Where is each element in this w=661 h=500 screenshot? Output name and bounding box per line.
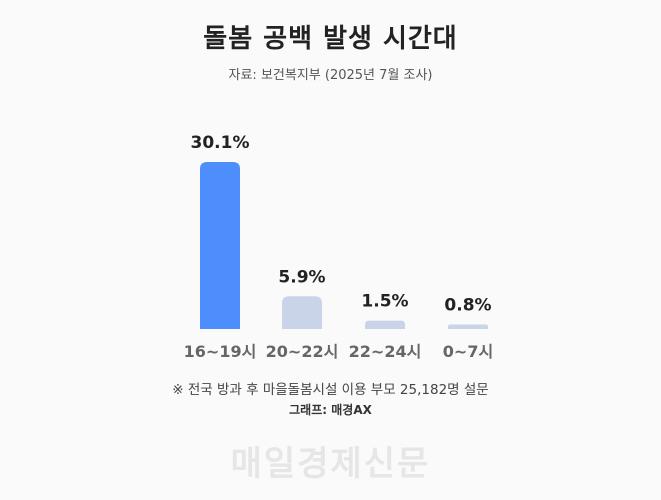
value-label-1: 30.1%	[191, 133, 250, 153]
category-label-2: 20~22시	[266, 342, 339, 361]
graph-credit: 그래프: 매경AX	[289, 403, 372, 417]
bar-3	[365, 320, 405, 329]
bar-4	[448, 324, 488, 329]
chart-title: 돌봄 공백 발생 시간대	[203, 24, 458, 54]
value-label-3: 1.5%	[361, 292, 408, 312]
chart-source: 자료: 보건복지부 (2025년 7월 조사)	[228, 68, 433, 83]
survey-note: ※ 전국 방과 후 마을돌봄시설 이용 부모 25,182명 설문	[172, 382, 489, 398]
value-label-4: 0.8%	[444, 296, 491, 316]
bar-1	[200, 162, 240, 329]
bar-2	[282, 296, 322, 329]
category-label-1: 16~19시	[184, 342, 257, 361]
category-label-3: 22~24시	[349, 342, 422, 361]
value-label-2: 5.9%	[278, 267, 325, 287]
publisher-watermark: 매일경제신문	[230, 444, 431, 484]
category-label-4: 0~7시	[443, 342, 493, 361]
